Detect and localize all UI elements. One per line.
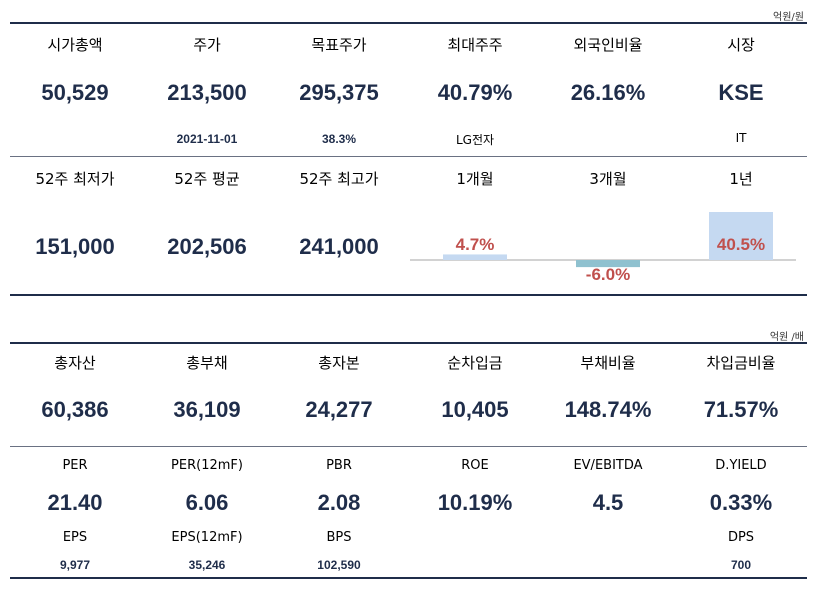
value-total-equity: 24,277	[305, 397, 373, 422]
bar-1년	[709, 212, 773, 260]
value-52w-low: 151,000	[35, 234, 115, 259]
unit-label-top: 억원/원	[773, 12, 804, 23]
label-52w-avg: 52주 평균	[174, 170, 240, 188]
divider-mid-2	[10, 446, 807, 447]
label-eps-12mf: EPS(12mF)	[171, 530, 243, 545]
value-market-cap: 50,529	[41, 80, 109, 105]
value-eps: 9,977	[59, 558, 91, 572]
value-52w-high: 241,000	[299, 234, 379, 259]
value-dividend-yield: 0.33%	[709, 490, 773, 515]
bar-label-1개월: 4.7%	[456, 235, 495, 254]
value-total-liabilities: 36,109	[173, 397, 241, 422]
sub-market-sector: IT	[735, 131, 747, 145]
label-major-shareholder: 최대주주	[447, 36, 503, 54]
sub-price-date: 2021-11-01	[176, 132, 238, 146]
value-major-shareholder: 40.79%	[437, 80, 513, 105]
label-pbr: PBR	[326, 458, 352, 473]
label-borrowing-ratio: 차입금비율	[706, 354, 776, 372]
divider-top	[10, 22, 807, 24]
label-market: 시장	[727, 36, 755, 54]
value-foreign-ratio: 26.16%	[570, 80, 646, 105]
label-per: PER	[62, 458, 88, 473]
value-eps-12mf: 35,246	[188, 558, 226, 572]
performance-chart: 4.7% -6.0% 40.5%	[410, 212, 796, 284]
value-net-debt: 10,405	[441, 397, 509, 422]
label-perf-3m: 3개월	[589, 170, 627, 188]
value-per-12mf: 6.06	[185, 490, 229, 515]
label-price: 주가	[193, 36, 221, 54]
divider-bottom	[10, 577, 807, 579]
value-target-price: 295,375	[299, 80, 379, 105]
label-dividend-yield: D.YIELD	[715, 458, 767, 473]
sub-target-upside: 38.3%	[321, 132, 357, 146]
sub-major-shareholder: LG전자	[455, 133, 495, 147]
value-bps: 102,590	[317, 558, 361, 572]
label-total-assets: 총자산	[54, 354, 96, 372]
value-roe: 10.19%	[437, 490, 513, 515]
label-debt-ratio: 부채비율	[580, 354, 636, 372]
label-total-liabilities: 총부채	[186, 354, 228, 372]
bar-label-3개월: -6.0%	[586, 265, 630, 284]
bar-label-1년: 40.5%	[717, 235, 765, 254]
divider-section2-top	[10, 342, 807, 344]
label-perf-1m: 1개월	[456, 170, 494, 188]
value-pbr: 2.08	[317, 490, 361, 515]
label-market-cap: 시가총액	[47, 36, 103, 54]
value-52w-avg: 202,506	[167, 234, 247, 259]
value-total-assets: 60,386	[41, 397, 109, 422]
value-debt-ratio: 148.74%	[564, 397, 652, 422]
label-per-12mf: PER(12mF)	[171, 458, 243, 473]
label-eps: EPS	[62, 530, 88, 545]
label-52w-low: 52주 최저가	[35, 170, 115, 188]
bar-1개월	[443, 254, 507, 260]
label-dps: DPS	[727, 530, 755, 545]
label-target-price: 목표주가	[311, 36, 367, 54]
label-ev-ebitda: EV/EBITDA	[573, 458, 643, 473]
value-ev-ebitda: 4.5	[592, 490, 624, 515]
value-market: KSE	[718, 80, 764, 105]
label-perf-1y: 1년	[729, 170, 753, 188]
value-borrowing-ratio: 71.57%	[703, 397, 779, 422]
value-dps: 700	[730, 558, 752, 572]
bar-3개월	[576, 260, 640, 268]
label-52w-high: 52주 최고가	[299, 170, 379, 188]
value-price: 213,500	[167, 80, 247, 105]
label-bps: BPS	[326, 530, 352, 545]
label-net-debt: 순차입금	[447, 354, 503, 372]
label-roe: ROE	[461, 458, 489, 473]
label-total-equity: 총자본	[318, 354, 360, 372]
unit-label-bottom: 억원 /배	[769, 332, 804, 343]
label-foreign-ratio: 외국인비율	[573, 36, 643, 54]
divider-mid-1	[10, 156, 807, 157]
divider-section1-bottom	[10, 294, 807, 296]
value-per: 21.40	[47, 490, 103, 515]
